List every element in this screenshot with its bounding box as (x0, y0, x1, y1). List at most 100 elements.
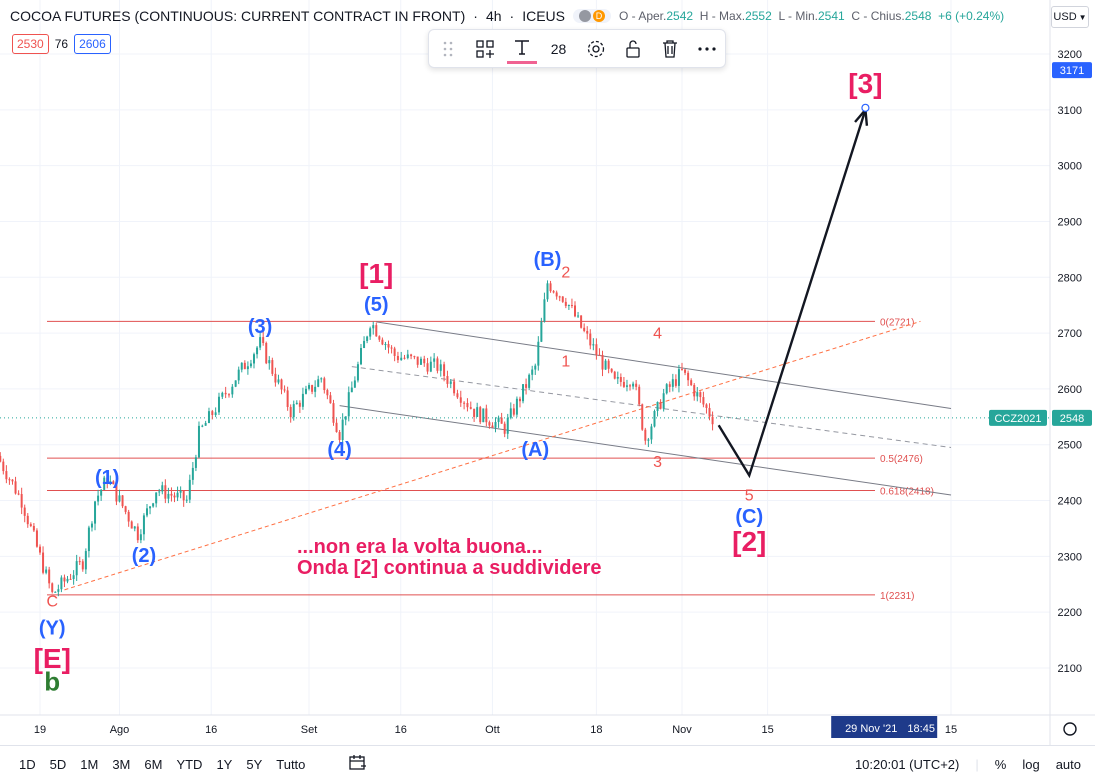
auto-toggle[interactable]: auto (1055, 757, 1081, 772)
more-icon[interactable] (692, 34, 722, 64)
annotation-line-1: ...non era la volta buona... (297, 536, 543, 558)
clock-readout[interactable]: 10:20:01 (UTC+2) (854, 757, 960, 772)
time-tick-label: 19 (34, 724, 46, 736)
chart-header: COCOA FUTURES (CONTINUOUS: CURRENT CONTR… (10, 8, 1005, 24)
currency-selector[interactable]: USD ▼ (1051, 6, 1089, 28)
interval-label[interactable]: 4h (485, 8, 502, 24)
wave-label: C (46, 594, 58, 611)
candle-body (256, 347, 259, 355)
channel-line (351, 366, 952, 449)
candle-body (665, 384, 668, 394)
candle-body (577, 315, 580, 317)
wave-label: (5) (364, 294, 388, 316)
candle-body (416, 356, 419, 365)
candle-body (42, 552, 45, 573)
gear-icon[interactable] (1063, 722, 1077, 736)
target-point[interactable] (861, 103, 870, 112)
timeframe-5d[interactable]: 5D (49, 757, 67, 772)
candle-body (0, 455, 2, 462)
candle-body (574, 305, 576, 317)
candle-body (476, 407, 479, 417)
candle-body (326, 390, 329, 396)
candle-body (262, 337, 265, 343)
timeframe-ytd[interactable]: YTD (176, 757, 203, 772)
gear-icon[interactable] (581, 34, 611, 64)
time-tick-label: 15 (945, 724, 957, 736)
candle-body (491, 425, 494, 428)
timeframe-1m[interactable]: 1M (80, 757, 99, 772)
percent-toggle[interactable]: % (994, 757, 1007, 772)
price-tick-label: 3100 (1058, 105, 1082, 117)
candle-body (32, 525, 35, 531)
time-tick-label: 16 (205, 724, 217, 736)
price-tick-label: 3000 (1058, 161, 1082, 173)
candle-body (674, 379, 677, 386)
candle-body (638, 386, 641, 405)
candle-body (39, 546, 41, 553)
candle-body (66, 578, 69, 582)
price-tick-label: 2700 (1058, 328, 1082, 340)
candle-body (369, 328, 372, 337)
time-tick-label: Ago (110, 724, 130, 736)
candle-body (656, 401, 659, 411)
candle-body (549, 283, 552, 292)
candle-body (381, 339, 384, 345)
drag-handle-icon[interactable] (433, 34, 463, 64)
trash-icon[interactable] (655, 34, 685, 64)
candle-body (558, 296, 561, 298)
time-tick-label: Set (301, 724, 318, 736)
candle-body (188, 479, 191, 500)
timeframe-3m[interactable]: 3M (112, 757, 131, 772)
candle-body (243, 362, 246, 370)
fib-label: 0.618(2418) (880, 486, 934, 497)
candle-body (671, 379, 674, 387)
candle-body (555, 292, 558, 297)
candle-body (109, 481, 112, 484)
candle-body (136, 526, 139, 541)
candle-body (221, 392, 224, 397)
candle-body (515, 398, 518, 415)
candle-body (446, 376, 449, 384)
candle-body (384, 344, 387, 346)
unlock-icon[interactable] (618, 34, 648, 64)
candle-body (687, 372, 690, 381)
candle-body (482, 408, 485, 423)
price-tick-label: 2500 (1058, 440, 1082, 452)
timeframe-6m[interactable]: 6M (144, 757, 163, 772)
candle-body (598, 354, 601, 356)
candle-body (344, 416, 347, 420)
channel-line (339, 405, 952, 496)
candle-body (87, 527, 90, 552)
candle-body (708, 407, 711, 417)
candles (0, 280, 714, 597)
price-chart[interactable]: 0(2721) 0.5(2476) 0.618(2418) 1(2231) (1) (2… (0, 0, 1095, 745)
candle-body (231, 386, 234, 395)
candle-body (227, 394, 230, 396)
font-size-button[interactable]: 28 (550, 40, 567, 57)
date-range-icon[interactable] (348, 754, 368, 775)
templates-icon[interactable] (470, 34, 500, 64)
candle-body (185, 499, 188, 501)
candle-body (485, 408, 488, 423)
candle-body (207, 411, 210, 423)
wave-label: (B) (534, 249, 562, 271)
wave-label: [1] (359, 258, 393, 289)
timeframe-all[interactable]: Tutto (276, 757, 306, 772)
candle-body (35, 530, 38, 547)
candle-body (259, 337, 262, 348)
text-color-icon[interactable] (506, 34, 537, 64)
timeframe-5y[interactable]: 5Y (246, 757, 263, 772)
timeframe-1y[interactable]: 1Y (216, 757, 233, 772)
price-tick-label: 2200 (1058, 607, 1082, 619)
candle-body (127, 511, 130, 522)
candle-body (23, 507, 26, 516)
log-toggle[interactable]: log (1022, 757, 1040, 772)
candle-body (211, 411, 214, 416)
candle-body (360, 348, 362, 365)
candle-body (375, 325, 378, 337)
candle-body (179, 490, 182, 493)
candle-body (155, 492, 158, 504)
symbol-title[interactable]: COCOA FUTURES (CONTINUOUS: CURRENT CONTR… (10, 8, 466, 24)
status-badges[interactable]: D (572, 9, 611, 23)
timeframe-1d[interactable]: 1D (19, 757, 36, 772)
